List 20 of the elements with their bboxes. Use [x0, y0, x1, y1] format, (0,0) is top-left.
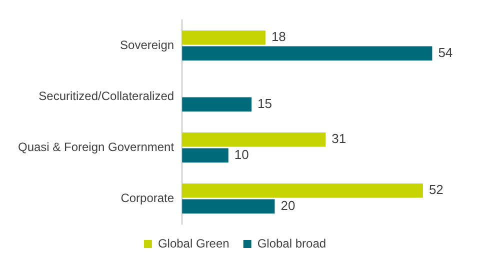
data-label: 18 — [271, 29, 286, 44]
data-label: 10 — [234, 146, 249, 162]
bar — [182, 199, 275, 214]
bar — [182, 148, 228, 163]
bar — [182, 97, 252, 112]
bar — [182, 132, 326, 147]
data-label: 54 — [438, 44, 453, 60]
data-label: 15 — [258, 96, 272, 111]
bar — [182, 30, 266, 45]
bar — [182, 46, 432, 61]
legend-label: Global broad — [257, 236, 326, 250]
y-tick-label: Corporate — [120, 190, 174, 205]
data-label: 20 — [280, 198, 296, 213]
y-tick-label: Quasi & Foreign Government — [18, 140, 175, 154]
y-tick-label: Sovereign — [120, 38, 174, 52]
y-tick-label: Securitized/Collateralized — [38, 88, 174, 103]
bar — [182, 183, 423, 198]
legend-label: Global Green — [158, 236, 230, 250]
data-label: 31 — [332, 131, 346, 146]
data-label: 52 — [428, 182, 444, 198]
